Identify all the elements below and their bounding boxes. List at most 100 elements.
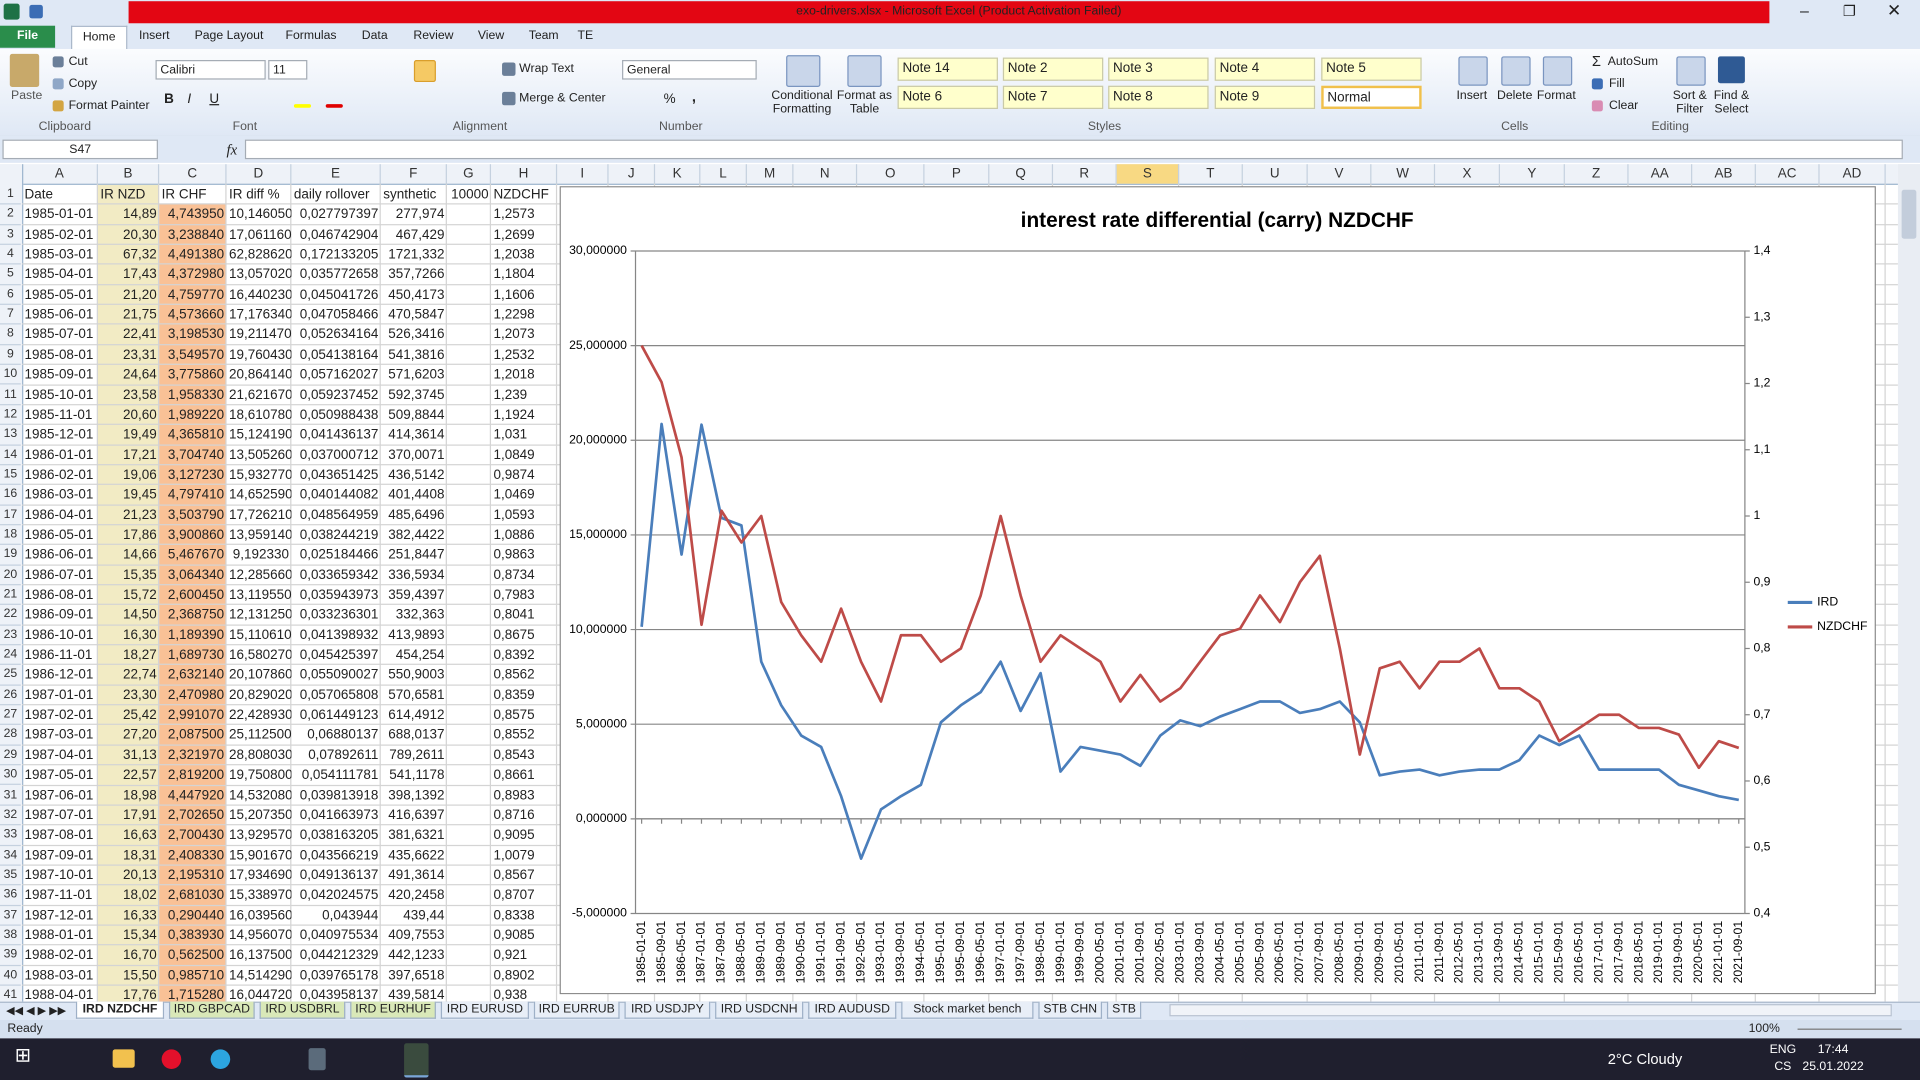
cell[interactable]: 14,514290 <box>228 968 292 983</box>
cell[interactable]: 1,0469 <box>493 487 535 503</box>
cell[interactable]: 0,039765178 <box>299 968 379 983</box>
sheet-tab[interactable]: IRD NZDCHF <box>75 1001 165 1019</box>
cell[interactable]: 15,34 <box>123 928 157 943</box>
cell[interactable]: 436,5142 <box>388 467 445 483</box>
cell[interactable]: 0,9863 <box>493 547 535 563</box>
wrap-text[interactable]: Wrap Text <box>519 62 574 76</box>
cell[interactable]: 0,044212329 <box>299 948 379 963</box>
column-header[interactable]: J <box>609 164 656 184</box>
row-header[interactable]: 17 <box>0 505 21 526</box>
zoom-slider[interactable] <box>1797 1028 1902 1030</box>
sheet-tab[interactable]: IRD EURUSD <box>440 1001 529 1019</box>
cell[interactable]: 16,137500 <box>228 948 292 963</box>
cell[interactable]: 1,1924 <box>493 407 535 423</box>
calculator-icon[interactable] <box>308 1048 326 1071</box>
italic[interactable]: I <box>187 91 192 107</box>
cell[interactable]: 1,689730 <box>167 647 225 663</box>
language[interactable]: ENG <box>1769 1043 1797 1057</box>
cell[interactable]: 2,087500 <box>167 727 225 743</box>
autosum[interactable]: AutoSum <box>1607 55 1659 69</box>
cell[interactable]: 13,929570 <box>228 827 292 843</box>
row-header[interactable]: 8 <box>0 325 21 346</box>
ribbon-tab[interactable]: Insert <box>138 29 170 43</box>
column-header[interactable]: G <box>447 164 492 184</box>
cell[interactable]: 0,8543 <box>493 747 535 763</box>
cell[interactable]: 2,632140 <box>167 667 225 683</box>
row-header[interactable]: 30 <box>0 765 21 786</box>
cell[interactable]: 789,2611 <box>389 747 445 763</box>
cell[interactable]: 1985-05-01 <box>24 287 94 303</box>
cell[interactable]: 420,2458 <box>388 888 445 903</box>
cell[interactable]: 0,9095 <box>493 827 535 843</box>
row-header[interactable]: 13 <box>0 425 21 446</box>
cell[interactable]: 1,2298 <box>493 307 535 323</box>
cell-style[interactable]: Note 6 <box>897 85 998 109</box>
cell[interactable]: IR CHF <box>161 187 207 203</box>
cell-style[interactable]: Normal <box>1321 85 1422 109</box>
cell[interactable]: 0,045425397 <box>299 647 379 663</box>
cell[interactable]: 4,797410 <box>167 487 225 503</box>
cell[interactable]: 0,8902 <box>493 968 535 983</box>
column-header[interactable]: C <box>159 164 227 184</box>
cell[interactable]: 1,0079 <box>493 848 535 863</box>
cell[interactable]: 18,610780 <box>228 407 292 423</box>
cell[interactable]: 22,428930 <box>228 707 292 723</box>
cell[interactable]: 2,700430 <box>167 827 225 843</box>
cell[interactable]: 0,057162027 <box>299 367 379 383</box>
cell[interactable]: IR diff % <box>228 187 280 203</box>
cell[interactable]: 1,2018 <box>493 367 535 383</box>
cell[interactable]: 17,176340 <box>228 307 292 323</box>
cell[interactable]: 4,447920 <box>167 787 225 803</box>
cell[interactable]: 28,808030 <box>228 747 292 763</box>
row-header[interactable]: 9 <box>0 345 21 366</box>
cell[interactable]: 688,0137 <box>388 727 445 743</box>
cell[interactable]: 2,991070 <box>167 707 225 723</box>
cell[interactable]: 17,76 <box>123 988 157 1002</box>
column-header[interactable]: M <box>747 164 794 184</box>
fx-button[interactable]: fx <box>226 140 238 158</box>
cell[interactable]: 17,061160 <box>228 227 292 243</box>
column-header[interactable]: Y <box>1500 164 1565 184</box>
row-header[interactable]: 35 <box>0 866 21 886</box>
merge-center[interactable]: Merge & Center <box>519 91 606 106</box>
cell[interactable]: 20,60 <box>123 407 157 423</box>
bold[interactable]: B <box>164 91 174 107</box>
ribbon-tab[interactable]: TE <box>577 29 594 43</box>
cell[interactable]: 414,3614 <box>388 427 445 443</box>
cell[interactable]: 1,2073 <box>493 327 535 343</box>
cell[interactable]: 23,58 <box>123 387 157 403</box>
column-header[interactable]: T <box>1179 164 1243 184</box>
row-header[interactable]: 29 <box>0 745 21 766</box>
cell[interactable]: 0,041663973 <box>299 807 379 823</box>
cell[interactable]: 4,365810 <box>167 427 225 443</box>
clock-time[interactable]: 17:44 <box>1817 1043 1849 1057</box>
clock-date[interactable]: 25.01.2022 <box>1802 1060 1864 1074</box>
cell[interactable]: 1985-11-01 <box>24 407 93 423</box>
cell[interactable]: 2,470980 <box>167 687 225 703</box>
chart[interactable]: interest rate differential (carry) NZDCH… <box>559 186 1876 995</box>
insert[interactable]: Insert <box>1456 89 1488 103</box>
cell[interactable]: 1,2573 <box>493 207 535 223</box>
sheet-tab[interactable]: STB CHN <box>1038 1001 1103 1019</box>
cell[interactable]: 20,13 <box>123 868 157 883</box>
row-header[interactable]: 40 <box>0 966 21 986</box>
cell-style[interactable]: Note 5 <box>1321 57 1422 81</box>
cell[interactable]: 10,146050 <box>228 207 292 223</box>
row-header[interactable]: 7 <box>0 305 21 326</box>
row-header[interactable]: 34 <box>0 846 21 866</box>
restore[interactable]: ❐ <box>1842 2 1857 20</box>
sheet-tab[interactable]: STB <box>1106 1001 1142 1019</box>
cell[interactable]: 592,3745 <box>388 387 445 403</box>
cell[interactable]: 4,372980 <box>167 267 225 283</box>
cell[interactable]: 1987-01-01 <box>24 687 94 703</box>
cell[interactable]: 17,934690 <box>228 868 292 883</box>
cell[interactable]: 0,042024575 <box>299 888 379 903</box>
cell[interactable]: 526,3416 <box>388 327 445 343</box>
cell[interactable]: 0,9874 <box>493 467 535 483</box>
cell[interactable]: 0,8661 <box>493 767 535 783</box>
column-header[interactable]: P <box>924 164 990 184</box>
cell[interactable]: 1985-09-01 <box>24 367 94 383</box>
percent[interactable]: % <box>663 91 676 107</box>
cell[interactable]: 1986-04-01 <box>24 507 94 523</box>
cell[interactable]: 0,8392 <box>493 647 535 663</box>
